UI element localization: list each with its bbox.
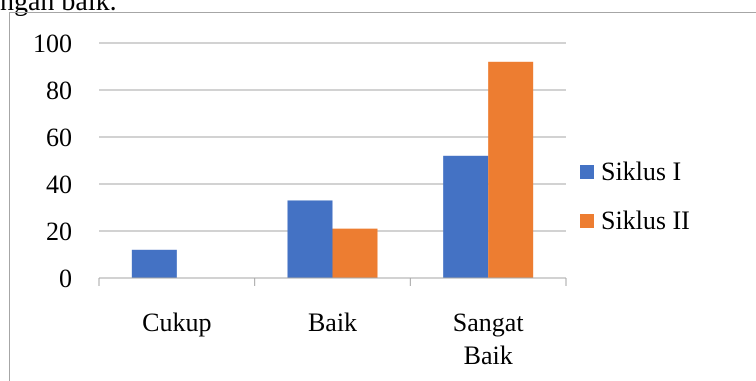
y-tick-label: 60	[46, 123, 72, 152]
x-tick-label: Cukup	[142, 308, 211, 337]
bar-siklus-i-baik	[287, 200, 333, 278]
y-tick-label: 80	[46, 76, 72, 105]
y-tick-label: 100	[33, 29, 72, 58]
bar-siklus-i-cukup	[131, 249, 177, 278]
bars	[131, 61, 534, 278]
y-tick-label: 20	[46, 217, 72, 246]
bar-siklus-i-sangat-baik	[443, 155, 489, 278]
y-tick-label: 0	[59, 264, 72, 293]
legend-label: Siklus I	[601, 157, 681, 186]
x-tick-label: Baik	[464, 341, 513, 370]
legend-swatch	[580, 165, 594, 179]
x-tick-label: Baik	[308, 308, 357, 337]
legend: Siklus I Siklus II	[580, 157, 690, 235]
chart-frame	[9, 12, 756, 381]
legend-swatch	[580, 214, 594, 228]
bar-siklus-ii-sangat-baik	[488, 61, 534, 278]
bar-siklus-ii-baik	[332, 228, 378, 278]
x-tick-label: Sangat	[453, 308, 525, 337]
y-tick-label: 40	[46, 170, 72, 199]
legend-label: Siklus II	[601, 206, 690, 235]
axes: 0 20 40 60 80 100 Cukup Baik Sangat Baik	[33, 29, 567, 370]
